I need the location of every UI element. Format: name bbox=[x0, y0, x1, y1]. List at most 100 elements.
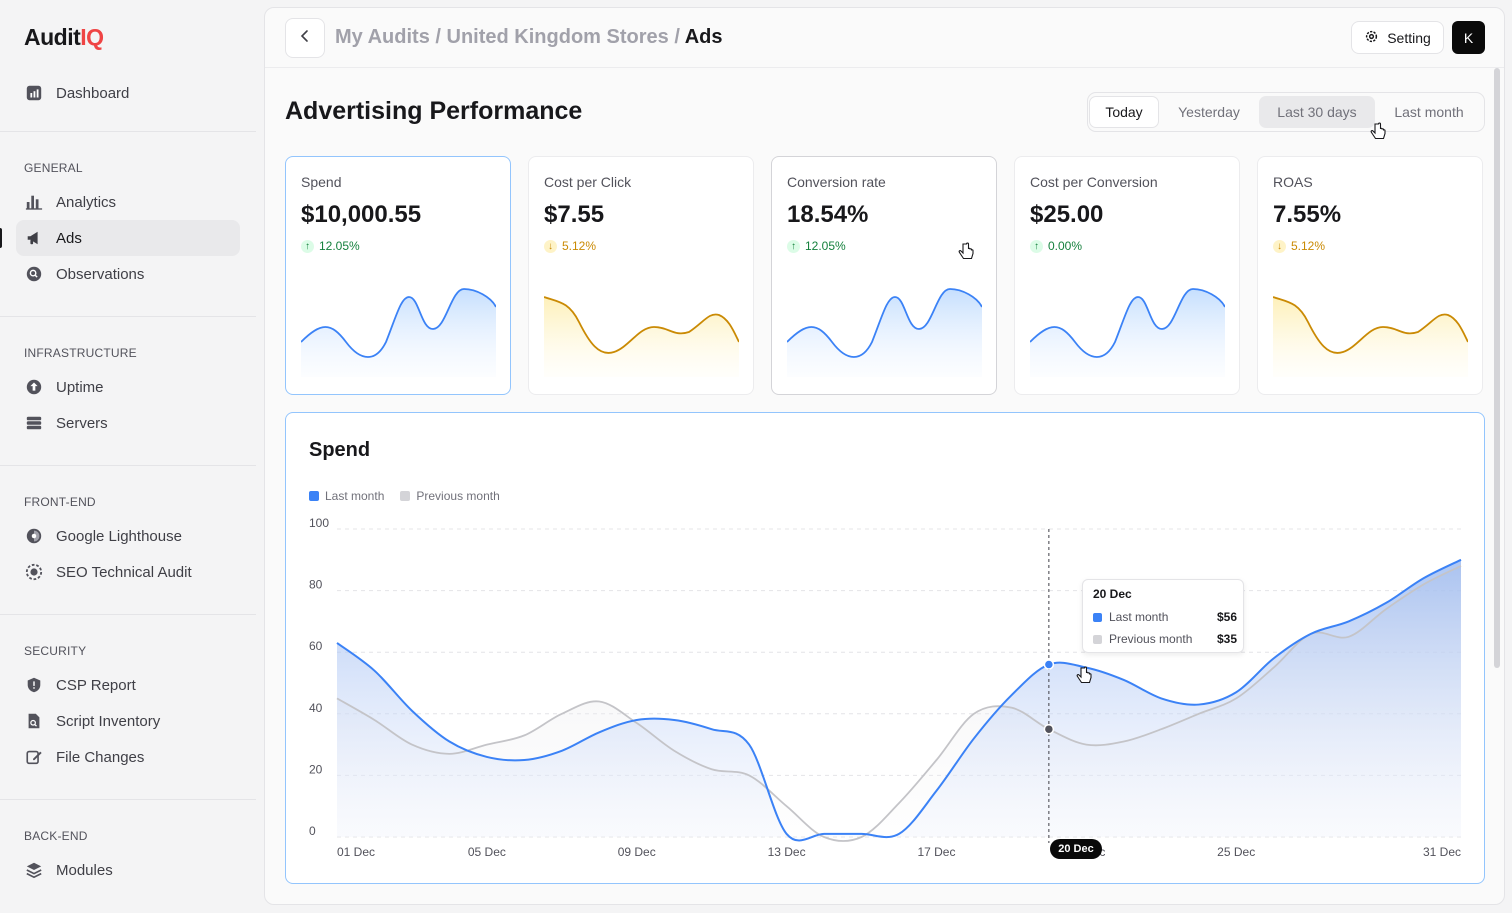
hand-cursor-icon bbox=[1076, 666, 1092, 684]
sidebar-item-dashboard[interactable]: Dashboard bbox=[16, 75, 240, 111]
sidebar-item-label: Analytics bbox=[56, 193, 117, 211]
tooltip-date: 20 Dec bbox=[1093, 587, 1132, 601]
setting-label: Setting bbox=[1387, 29, 1431, 46]
sparkline-chart bbox=[1030, 288, 1225, 377]
x-axis-highlight-label: 20 Dec bbox=[1050, 839, 1102, 859]
sidebar-item-google-lighthouse[interactable]: Google Lighthouse bbox=[16, 518, 240, 554]
sidebar-item-script-inventory[interactable]: Script Inventory bbox=[16, 703, 240, 739]
file-search-icon bbox=[24, 711, 44, 731]
breadcrumb-united-kingdom-stores[interactable]: United Kingdom Stores bbox=[446, 26, 669, 48]
main-panel: My Audits / United Kingdom Stores / Ads … bbox=[264, 7, 1505, 905]
kpi-label: Spend bbox=[301, 174, 342, 190]
sidebar-item-observations[interactable]: Observations bbox=[16, 256, 240, 292]
arrow-up-icon: ↑ bbox=[301, 239, 314, 253]
x-tick-label: 25 Dec bbox=[1217, 845, 1255, 859]
kpi-card-conversion-rate[interactable]: Conversion rate 18.54% ↑ 12.05% bbox=[771, 156, 997, 395]
sidebar-item-seo-technical-audit[interactable]: SEO Technical Audit bbox=[16, 554, 240, 590]
globe-gear-icon bbox=[24, 562, 44, 582]
section-label-back-end: BACK-END bbox=[24, 829, 88, 843]
sidebar-item-file-changes[interactable]: File Changes bbox=[16, 739, 240, 775]
avatar[interactable]: K bbox=[1452, 21, 1485, 54]
x-tick-label: 09 Dec bbox=[618, 845, 656, 859]
legend-item-previous-month[interactable]: Previous month bbox=[400, 489, 500, 503]
sidebar-item-csp-report[interactable]: CSP Report bbox=[16, 667, 240, 703]
spend-chart-card: 0 20 40 60 80 100 01 Dec 05 Dec 09 Dec 13 Dec 17 D… bbox=[285, 412, 1485, 884]
date-range-tabs: Today Yesterday Last 30 days Last month bbox=[1087, 92, 1485, 132]
arrow-down-icon: ↓ bbox=[1273, 239, 1286, 253]
shield-icon bbox=[24, 675, 44, 695]
last-month-line bbox=[336, 558, 1462, 842]
sparkline-chart bbox=[1273, 296, 1468, 377]
kpi-value: 18.54% bbox=[787, 201, 869, 228]
sidebar-divider bbox=[0, 799, 256, 800]
edit-icon bbox=[24, 747, 44, 767]
sidebar-item-uptime[interactable]: Uptime bbox=[16, 369, 240, 405]
kpi-label: Cost per Click bbox=[544, 174, 632, 190]
sidebar-item-label: Uptime bbox=[56, 378, 104, 396]
last-month-point[interactable] bbox=[1043, 659, 1055, 670]
dashboard-icon bbox=[24, 83, 44, 103]
y-tick-label: 0 bbox=[309, 824, 316, 838]
tab-last-30-days[interactable]: Last 30 days bbox=[1259, 96, 1375, 128]
gear-icon bbox=[1364, 29, 1387, 47]
active-indicator bbox=[0, 228, 2, 248]
y-tick-label: 80 bbox=[309, 578, 323, 592]
kpi-delta: ↓ 5.12% bbox=[1273, 239, 1325, 253]
y-tick-label: 60 bbox=[309, 639, 323, 653]
page-title: Advertising Performance bbox=[285, 97, 583, 125]
y-tick-label: 20 bbox=[309, 762, 323, 776]
sidebar-item-label: File Changes bbox=[56, 748, 145, 766]
arrow-up-icon: ↑ bbox=[787, 239, 800, 253]
y-tick-label: 100 bbox=[309, 516, 329, 530]
sidebar-item-label: Modules bbox=[56, 861, 113, 879]
arrow-up-icon: ↑ bbox=[1030, 239, 1043, 253]
top-bar: My Audits / United Kingdom Stores / Ads … bbox=[265, 8, 1504, 68]
kpi-card-spend[interactable]: Spend $10,000.55 ↑ 12.05% bbox=[285, 156, 511, 395]
tab-yesterday[interactable]: Yesterday bbox=[1178, 104, 1240, 120]
legend-item-last-month[interactable]: Last month bbox=[309, 489, 384, 503]
kpi-delta: ↓ 5.12% bbox=[544, 239, 596, 253]
kpi-card-roas[interactable]: ROAS 7.55% ↓ 5.12% bbox=[1257, 156, 1483, 395]
sidebar-divider bbox=[0, 465, 256, 466]
spend-chart[interactable]: 0 20 40 60 80 100 01 Dec 05 Dec 09 Dec 13 Dec 17 D… bbox=[286, 413, 1486, 885]
kpi-delta: ↑ 0.00% bbox=[1030, 239, 1082, 253]
sparkline-chart bbox=[301, 288, 496, 377]
section-label-front-end: FRONT-END bbox=[24, 495, 96, 509]
scrollbar[interactable] bbox=[1494, 68, 1500, 668]
arrow-down-icon: ↓ bbox=[544, 239, 557, 253]
sidebar-item-analytics[interactable]: Analytics bbox=[16, 184, 240, 220]
search-circle-icon bbox=[24, 264, 44, 284]
previous-month-line bbox=[336, 565, 1462, 842]
chart-tooltip: 20 Dec Last month $56 Previous month $35 bbox=[1082, 579, 1244, 653]
tab-last-month[interactable]: Last month bbox=[1394, 104, 1464, 120]
breadcrumb-my-audits[interactable]: My Audits bbox=[335, 26, 430, 48]
legend-swatch bbox=[400, 491, 411, 501]
sidebar-item-ads[interactable]: Ads bbox=[16, 220, 240, 256]
kpi-card-cost-per-conversion[interactable]: Cost per Conversion $25.00 ↑ 0.00% bbox=[1014, 156, 1240, 395]
app-logo[interactable]: AuditIQ bbox=[24, 24, 104, 50]
sidebar-item-modules[interactable]: Modules bbox=[16, 852, 240, 888]
setting-button[interactable]: Setting bbox=[1351, 21, 1444, 54]
sidebar-divider bbox=[0, 614, 256, 615]
hand-cursor-icon bbox=[1370, 122, 1386, 140]
kpi-card-cost-per-click[interactable]: Cost per Click $7.55 ↓ 5.12% bbox=[528, 156, 754, 395]
breadcrumb: My Audits / United Kingdom Stores / Ads bbox=[335, 26, 723, 49]
tab-today[interactable]: Today bbox=[1089, 96, 1159, 128]
sidebar-item-label: Ads bbox=[56, 229, 82, 247]
sidebar-item-label: SEO Technical Audit bbox=[56, 563, 192, 581]
kpi-delta: ↑ 12.05% bbox=[301, 239, 360, 253]
section-label-security: SECURITY bbox=[24, 644, 87, 658]
sparkline-chart bbox=[544, 296, 739, 377]
chart-title: Spend bbox=[309, 439, 371, 461]
megaphone-icon bbox=[24, 228, 44, 248]
x-tick-label: 01 Dec bbox=[337, 845, 375, 859]
x-tick-label: 05 Dec bbox=[468, 845, 506, 859]
layers-icon bbox=[24, 860, 44, 880]
kpi-label: ROAS bbox=[1273, 174, 1313, 190]
server-icon bbox=[24, 413, 44, 433]
back-button[interactable] bbox=[285, 18, 325, 58]
previous-month-point[interactable] bbox=[1043, 723, 1055, 735]
sidebar-item-servers[interactable]: Servers bbox=[16, 405, 240, 441]
kpi-label: Cost per Conversion bbox=[1030, 174, 1158, 190]
x-tick-label: 31 Dec bbox=[1423, 845, 1461, 859]
